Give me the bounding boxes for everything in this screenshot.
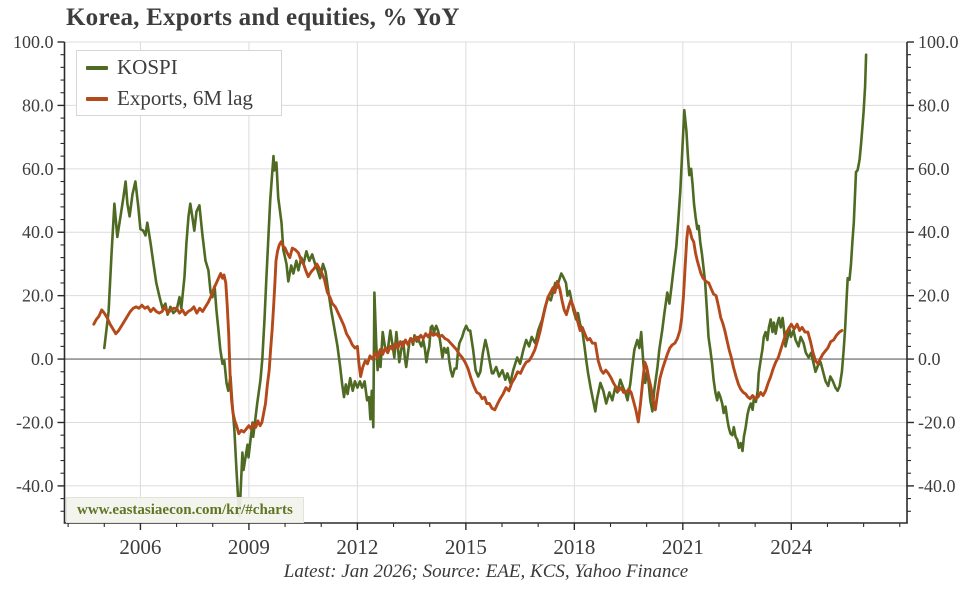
y-axis-tick-right: 20.0 xyxy=(918,286,950,306)
chart-title: Korea, Exports and equities, % YoY xyxy=(66,4,460,31)
legend-item-exports: Exports, 6M lag xyxy=(77,86,281,112)
source-caption: Latest: Jan 2026; Source: EAE, KCS, Yaho… xyxy=(283,561,689,582)
x-axis-tick: 2009 xyxy=(228,535,270,559)
y-axis-tick-right: 40.0 xyxy=(918,222,950,242)
legend-label-kospi: KOSPI xyxy=(117,55,178,79)
x-axis-tick: 2006 xyxy=(119,535,161,559)
y-axis-tick-right: -40.0 xyxy=(918,476,956,496)
y-axis-tick-right: 80.0 xyxy=(918,95,950,115)
y-axis-tick-left: 0.0 xyxy=(31,349,54,369)
y-axis-tick-left: 20.0 xyxy=(22,286,54,306)
y-axis-tick-left: -40.0 xyxy=(16,476,54,496)
x-axis-tick: 2021 xyxy=(662,535,704,559)
legend-item-kospi: KOSPI xyxy=(77,55,281,81)
y-axis-tick-left: 100.0 xyxy=(13,32,54,52)
x-axis-tick: 2012 xyxy=(336,535,378,559)
y-axis-tick-left: -20.0 xyxy=(16,412,54,432)
watermark-url: www.eastasiaecon.com/kr/#charts xyxy=(66,497,304,523)
y-axis-tick-right: 0.0 xyxy=(918,349,941,369)
legend: KOSPI Exports, 6M lag xyxy=(76,50,282,116)
y-axis-tick-left: 60.0 xyxy=(22,159,54,179)
legend-label-exports: Exports, 6M lag xyxy=(117,86,253,110)
x-axis-tick: 2024 xyxy=(770,535,813,559)
y-axis-tick-left: 40.0 xyxy=(22,222,54,242)
legend-swatch-exports-line xyxy=(86,96,108,101)
x-axis-tick: 2018 xyxy=(553,535,595,559)
legend-swatch-kospi-line xyxy=(86,65,108,70)
y-axis-tick-left: 80.0 xyxy=(22,95,54,115)
y-axis-tick-right: 100.0 xyxy=(918,32,959,52)
x-axis-tick: 2015 xyxy=(445,535,487,559)
y-axis-tick-right: -20.0 xyxy=(918,412,956,432)
y-axis-tick-right: 60.0 xyxy=(918,159,950,179)
